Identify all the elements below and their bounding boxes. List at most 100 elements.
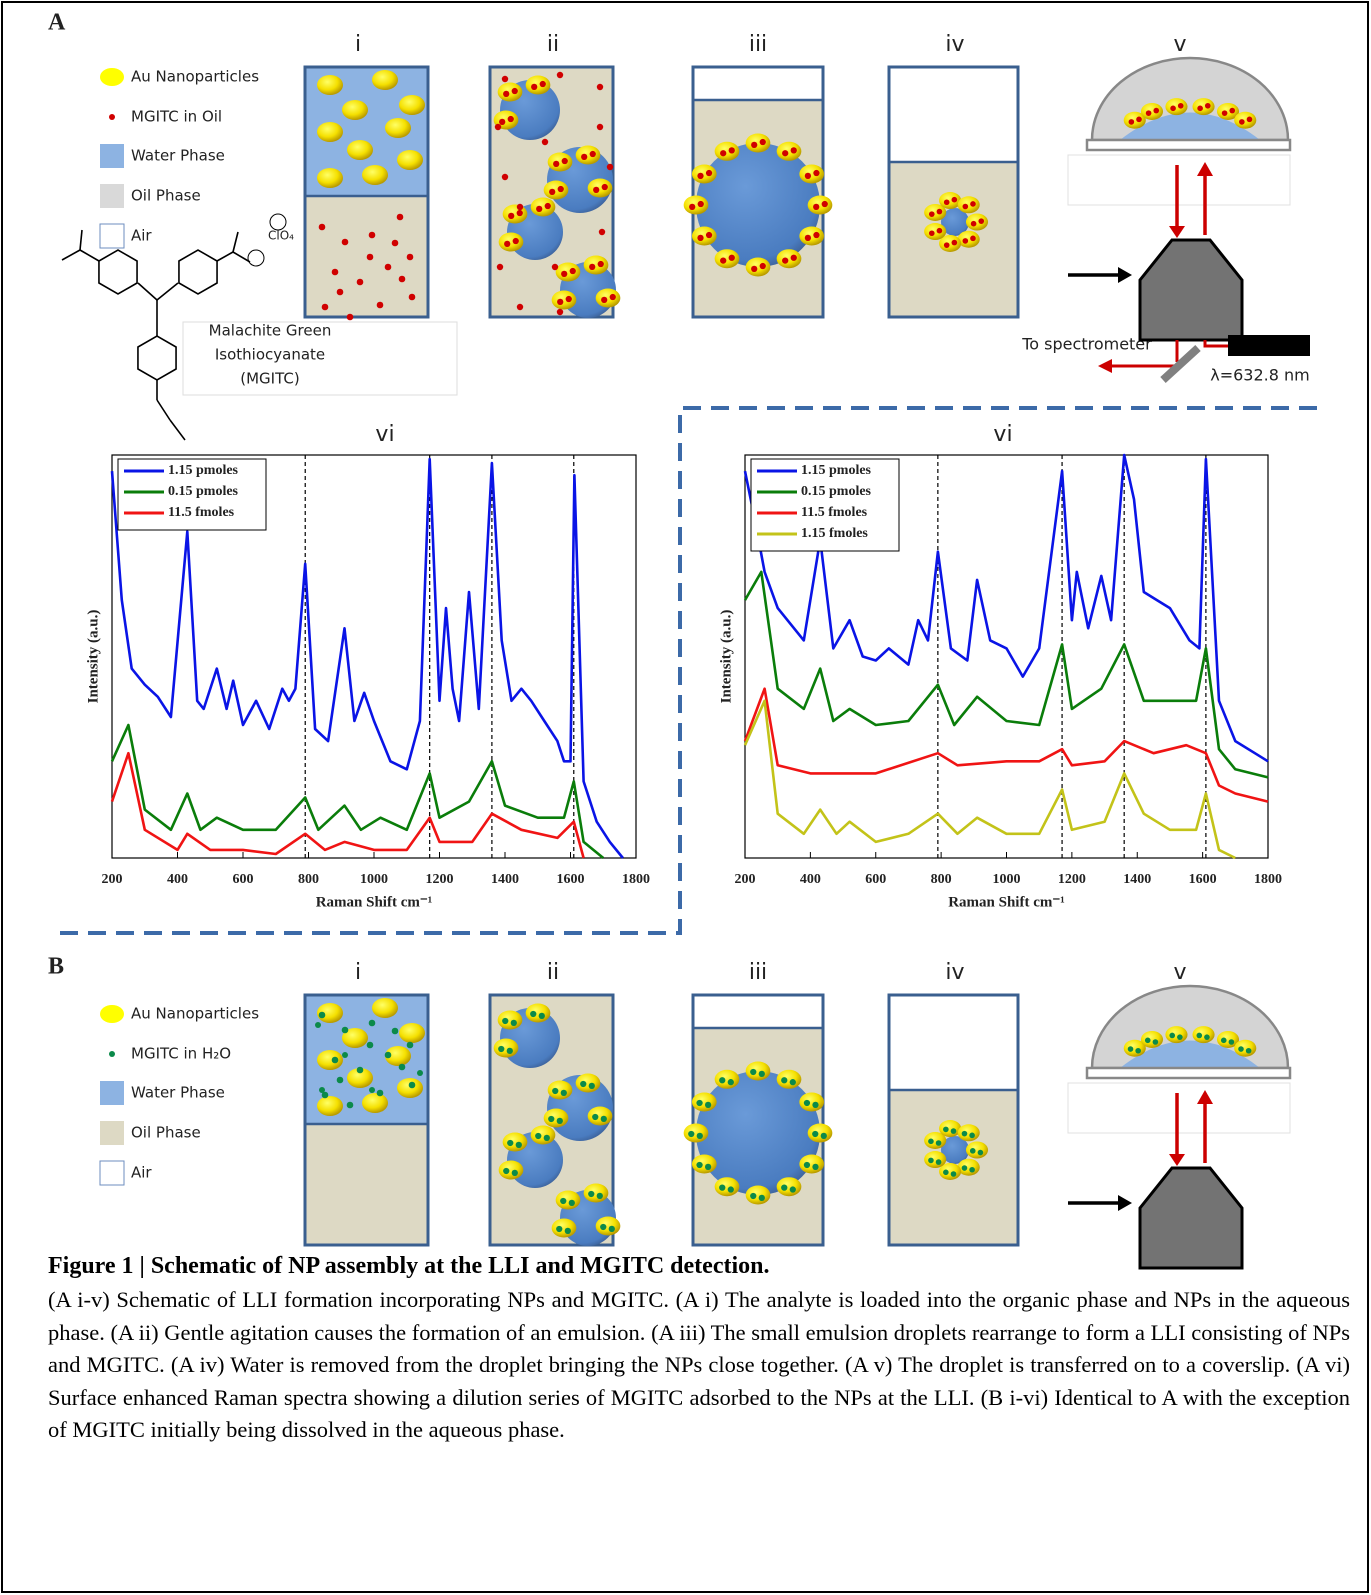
analyte-dot	[503, 90, 510, 98]
nanoparticle	[1165, 1026, 1188, 1044]
x-tick-label: 800	[931, 872, 952, 887]
column-label: v	[1173, 960, 1186, 985]
nanoparticle	[807, 195, 833, 215]
analyte-dot	[688, 1130, 695, 1138]
nanoparticle	[745, 1185, 771, 1205]
analyte-dot	[531, 83, 538, 91]
analyte-dot	[516, 203, 524, 211]
analyte-dot	[936, 208, 943, 215]
arrowhead	[1197, 162, 1213, 176]
analyte-dot	[600, 1115, 607, 1122]
analyte-dot	[789, 1186, 796, 1193]
analyte-dot	[970, 235, 976, 242]
analyte-dot	[560, 1089, 567, 1096]
nanoparticle	[745, 133, 771, 153]
analyte-dot	[366, 253, 374, 261]
analyte-dot	[804, 234, 812, 242]
column-label: iii	[749, 960, 767, 985]
analyte-dot	[970, 201, 976, 207]
analyte-dot	[696, 1161, 703, 1169]
legend-marker	[100, 1121, 124, 1145]
analyte-dot	[720, 257, 727, 264]
analyte-dot	[1135, 1047, 1141, 1054]
analyte-dot	[696, 1132, 703, 1139]
nanoparticle	[1123, 111, 1146, 129]
arrowhead	[1197, 1090, 1213, 1104]
nanoparticle	[776, 249, 802, 269]
nanoparticle	[525, 75, 551, 95]
nanoparticle	[745, 257, 771, 277]
analyte-dot	[728, 147, 735, 154]
analyte-dot	[803, 1099, 811, 1107]
analyte-dot	[557, 298, 564, 306]
analyte-dot	[812, 1101, 819, 1108]
analyte-dot	[928, 230, 935, 237]
analyte-dot	[790, 147, 797, 154]
nanoparticle	[317, 75, 343, 95]
vial	[691, 65, 825, 319]
nanoparticle	[399, 95, 425, 115]
analyte-dot	[569, 267, 576, 275]
analyte-dot	[530, 1010, 537, 1018]
column-label: i	[355, 32, 361, 57]
molecule-bond	[79, 249, 100, 262]
phase	[305, 1124, 428, 1245]
vial	[887, 993, 1020, 1247]
analyte-dot	[759, 138, 766, 146]
nanoparticle	[587, 1106, 613, 1126]
stage	[1067, 1082, 1291, 1134]
analyte-dot	[408, 1081, 416, 1089]
analyte-dot	[315, 1022, 321, 1028]
analyte-dot	[951, 239, 958, 246]
analyte-dot	[950, 1171, 957, 1177]
analyte-dot	[1153, 107, 1160, 114]
arrowhead	[1098, 359, 1112, 373]
analyte-dot	[596, 83, 604, 91]
analyte-dot	[341, 238, 349, 246]
droplet	[941, 208, 969, 236]
nanoparticle	[807, 1123, 833, 1143]
analyte-dot	[609, 293, 616, 301]
nanoparticle	[317, 122, 343, 142]
analyte-dot	[556, 1117, 563, 1124]
analyte-dot	[501, 75, 509, 83]
analyte-dot	[319, 1087, 325, 1093]
analyte-dot	[502, 1017, 509, 1025]
legend-label: MGITC in Oil	[131, 108, 222, 126]
nanoparticle	[745, 1061, 771, 1081]
analyte-dot	[943, 199, 950, 206]
legend-label: Air	[131, 227, 152, 245]
legend-label: 0.15 pmoles	[801, 484, 872, 499]
nanoparticle	[1216, 102, 1240, 120]
spectrum-line	[743, 453, 1269, 763]
analyte-dot	[719, 1077, 726, 1084]
analyte-dot	[396, 213, 404, 221]
analyte-dot	[1177, 1034, 1183, 1040]
spectrum-line	[110, 723, 605, 860]
molecule-bond	[156, 399, 171, 421]
analyte-dot	[511, 87, 518, 95]
nanoparticle	[957, 230, 980, 248]
analyte-dot	[516, 303, 524, 311]
analyte-dot	[789, 1079, 796, 1086]
nanoparticle	[776, 1069, 802, 1089]
analyte-dot	[539, 80, 546, 88]
nanoparticle	[714, 249, 740, 269]
analyte-dot	[1136, 116, 1142, 123]
vial	[691, 993, 825, 1247]
analyte-dot	[1145, 110, 1152, 116]
analyte-dot	[1144, 1037, 1151, 1044]
legend-label: MGITC in H₂O	[131, 1045, 231, 1063]
nanoparticle	[1192, 1026, 1215, 1044]
analyte-dot	[560, 1197, 567, 1205]
vial	[488, 993, 615, 1247]
analyte-dot	[494, 123, 502, 131]
x-tick-label: 1000	[993, 872, 1021, 887]
analyte-dot	[597, 260, 604, 268]
legend-marker	[99, 1160, 125, 1186]
analyte-dot	[935, 1159, 942, 1165]
analyte-dot	[970, 220, 977, 227]
legend-marker	[100, 184, 124, 208]
analyte-dot	[969, 1166, 975, 1173]
analyte-dot	[961, 1165, 968, 1171]
